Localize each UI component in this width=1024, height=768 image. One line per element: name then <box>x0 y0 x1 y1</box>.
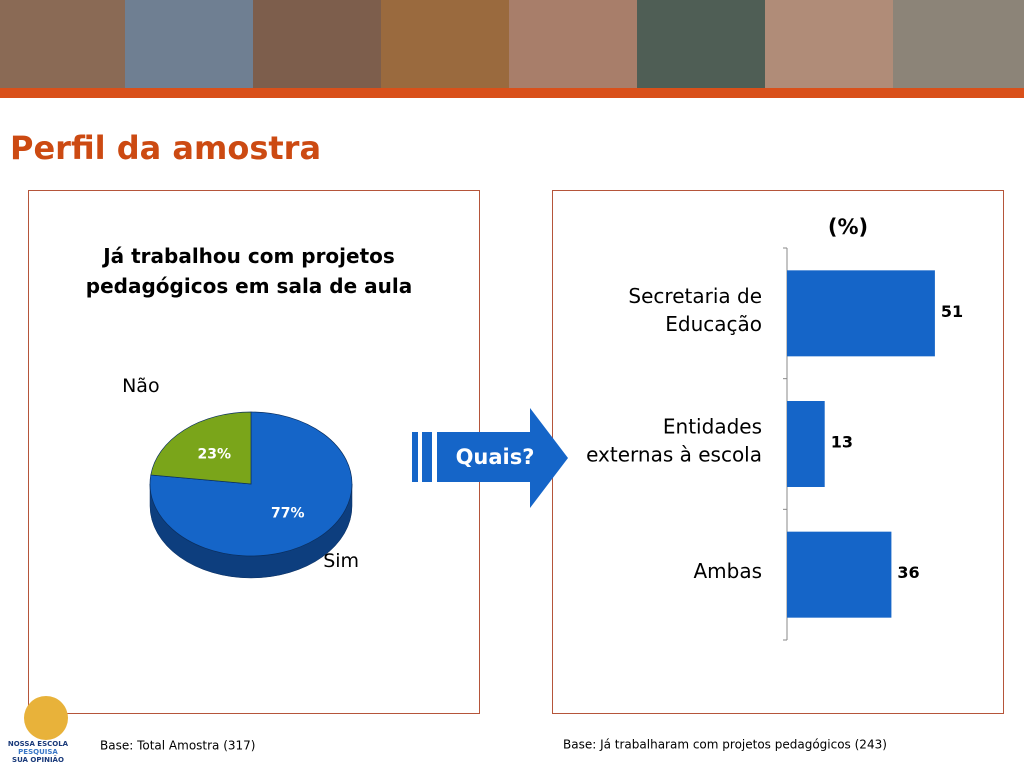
arrow-label: Quais? <box>456 445 535 469</box>
arrow-stripe <box>422 432 432 482</box>
data-label: 77% <box>271 506 305 522</box>
logo-text: NOSSA ESCOLA <box>8 740 69 748</box>
data-label: 23% <box>198 446 232 462</box>
data-label: 13 <box>831 433 853 452</box>
category-label: Educação <box>665 312 762 336</box>
photo <box>509 0 637 88</box>
chart-title: Já trabalhou com projetos pedagógicos em … <box>86 244 412 298</box>
logo-balloon <box>24 696 68 740</box>
photo <box>765 0 893 88</box>
category-label: Ambas <box>693 559 762 583</box>
category-label: externas à escola <box>586 443 762 467</box>
bar <box>787 401 825 487</box>
category-label: Não <box>122 375 159 397</box>
logo-text: SUA OPINIÃO <box>12 755 64 764</box>
slide-title: Perfil da amostra <box>10 129 321 167</box>
category-label: Sim <box>323 550 359 572</box>
arrow-shape <box>437 408 568 508</box>
header-bar <box>0 88 1024 98</box>
category-label: Secretaria de <box>628 284 762 308</box>
logo-text: PESQUISA <box>18 748 58 756</box>
footnote: Base: Total Amostra (317) <box>100 739 255 753</box>
footnote: Base: Já trabalharam com projetos pedagó… <box>563 738 887 752</box>
pie-slice <box>150 411 252 485</box>
chart-title: (%) <box>828 215 868 239</box>
photo <box>0 0 125 88</box>
bar <box>787 270 935 357</box>
photo <box>253 0 381 88</box>
photo <box>125 0 253 88</box>
logo: NOSSA ESCOLA PESQUISA SUA OPINIÃO <box>8 696 69 764</box>
category-label: Entidades <box>663 415 762 439</box>
photo <box>381 0 509 88</box>
arrow-stripe <box>412 432 418 482</box>
data-label: 51 <box>941 302 963 321</box>
data-label: 36 <box>897 563 919 582</box>
photo <box>893 0 1024 88</box>
bar <box>787 531 892 618</box>
photo-strip <box>0 0 1024 98</box>
arrow: Quais? <box>412 408 568 508</box>
photo <box>637 0 765 88</box>
